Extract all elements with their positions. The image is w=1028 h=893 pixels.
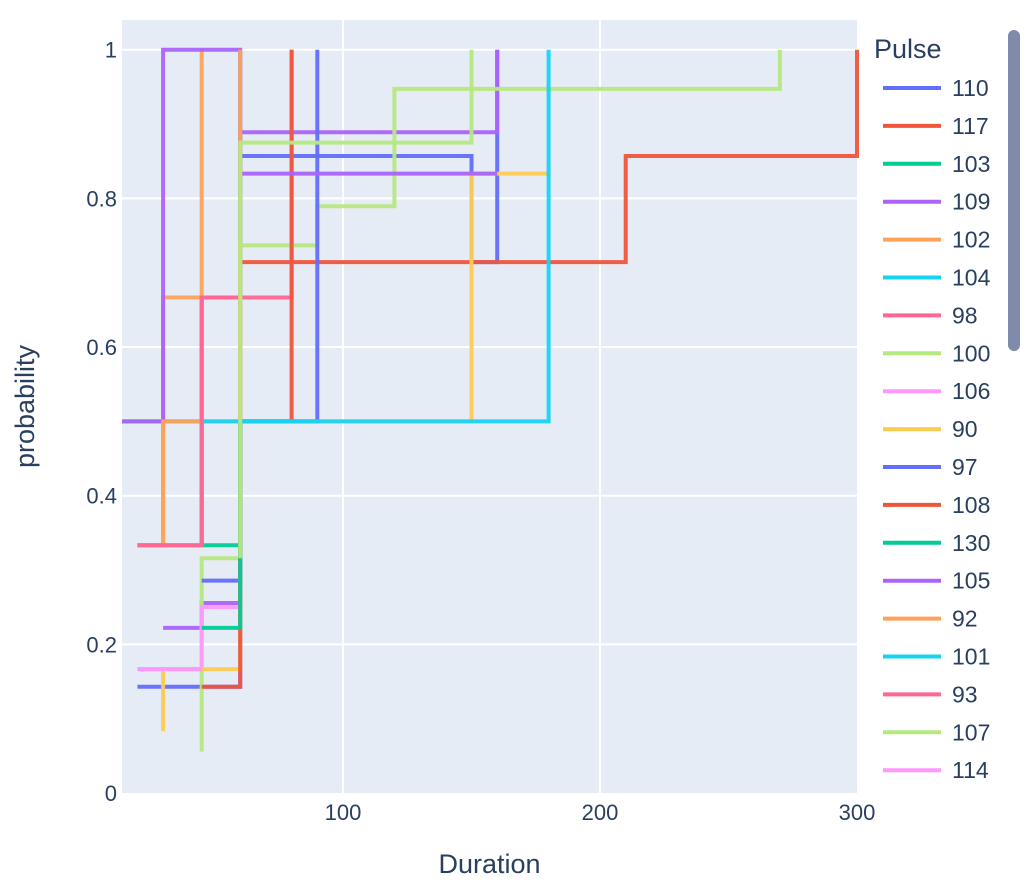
legend-title: Pulse [874, 34, 942, 64]
x-tick-label: 200 [582, 800, 619, 825]
legend-item[interactable]: 102 [883, 227, 990, 253]
legend-item[interactable]: 109 [883, 189, 990, 215]
y-tick-label: 0 [105, 781, 117, 806]
legend-item[interactable]: 107 [883, 719, 990, 745]
legend-label: 100 [952, 340, 990, 366]
legend-item[interactable]: 105 [883, 568, 990, 594]
legend-label: 109 [952, 189, 990, 215]
series-line-93[interactable] [137, 295, 241, 548]
legend-label: 93 [952, 681, 978, 707]
legend-label: 90 [952, 416, 978, 442]
legend-item[interactable]: 93 [883, 681, 978, 707]
legend-item[interactable]: 92 [883, 606, 978, 632]
legend-label: 97 [952, 454, 978, 480]
legend-item[interactable]: 97 [883, 454, 978, 480]
legend-item[interactable]: 114 [883, 757, 989, 783]
legend-label: 104 [952, 265, 991, 291]
legend-label: 114 [952, 757, 989, 783]
legend-label: 110 [952, 75, 989, 101]
series-line-107[interactable] [238, 49, 474, 559]
legend-item[interactable]: 90 [883, 416, 978, 442]
legend-item[interactable]: 100 [883, 340, 990, 366]
y-tick-label: 0.4 [86, 484, 117, 509]
y-tick-label: 0.6 [86, 335, 117, 360]
legend-item[interactable]: 101 [883, 644, 990, 670]
legend-item[interactable]: 108 [883, 492, 990, 518]
series-lines [122, 47, 859, 752]
legend-label: 92 [952, 606, 978, 632]
x-tick-label: 100 [325, 800, 362, 825]
legend-label: 105 [952, 568, 990, 594]
gridlines [122, 20, 857, 793]
legend-item[interactable]: 104 [883, 265, 991, 291]
legend-item[interactable]: 130 [883, 530, 990, 556]
y-axis-title: probability [10, 344, 40, 468]
legend-item[interactable]: 110 [883, 75, 989, 101]
axis-ticks: 100 200 300 0 0.2 0.4 0.6 0.8 1 [86, 38, 875, 825]
legend-label: 101 [952, 644, 990, 670]
legend-label: 130 [952, 530, 990, 556]
legend-label: 98 [952, 302, 978, 328]
legend-item[interactable]: 106 [883, 378, 990, 404]
legend-item[interactable]: 117 [883, 113, 989, 139]
legend-label: 106 [952, 378, 990, 404]
plot-area [122, 20, 857, 793]
legend-label: 102 [952, 227, 990, 253]
legend[interactable]: Pulse 110 117 103 109 102 104 98 100 106 90 97 108 1… [874, 34, 991, 783]
y-tick-label: 1 [105, 38, 117, 63]
x-axis-title: Duration [438, 849, 540, 879]
legend-label: 108 [952, 492, 990, 518]
x-tick-label: 300 [839, 800, 876, 825]
legend-label: 103 [952, 151, 990, 177]
legend-label: 107 [952, 719, 990, 745]
legend-item[interactable]: 98 [883, 302, 978, 328]
series-line-105[interactable] [122, 47, 498, 424]
legend-label: 117 [952, 113, 989, 139]
y-tick-label: 0.8 [86, 186, 117, 211]
y-tick-label: 0.2 [86, 632, 117, 657]
legend-scrollbar[interactable] [1008, 30, 1020, 351]
legend-item[interactable]: 103 [883, 151, 990, 177]
